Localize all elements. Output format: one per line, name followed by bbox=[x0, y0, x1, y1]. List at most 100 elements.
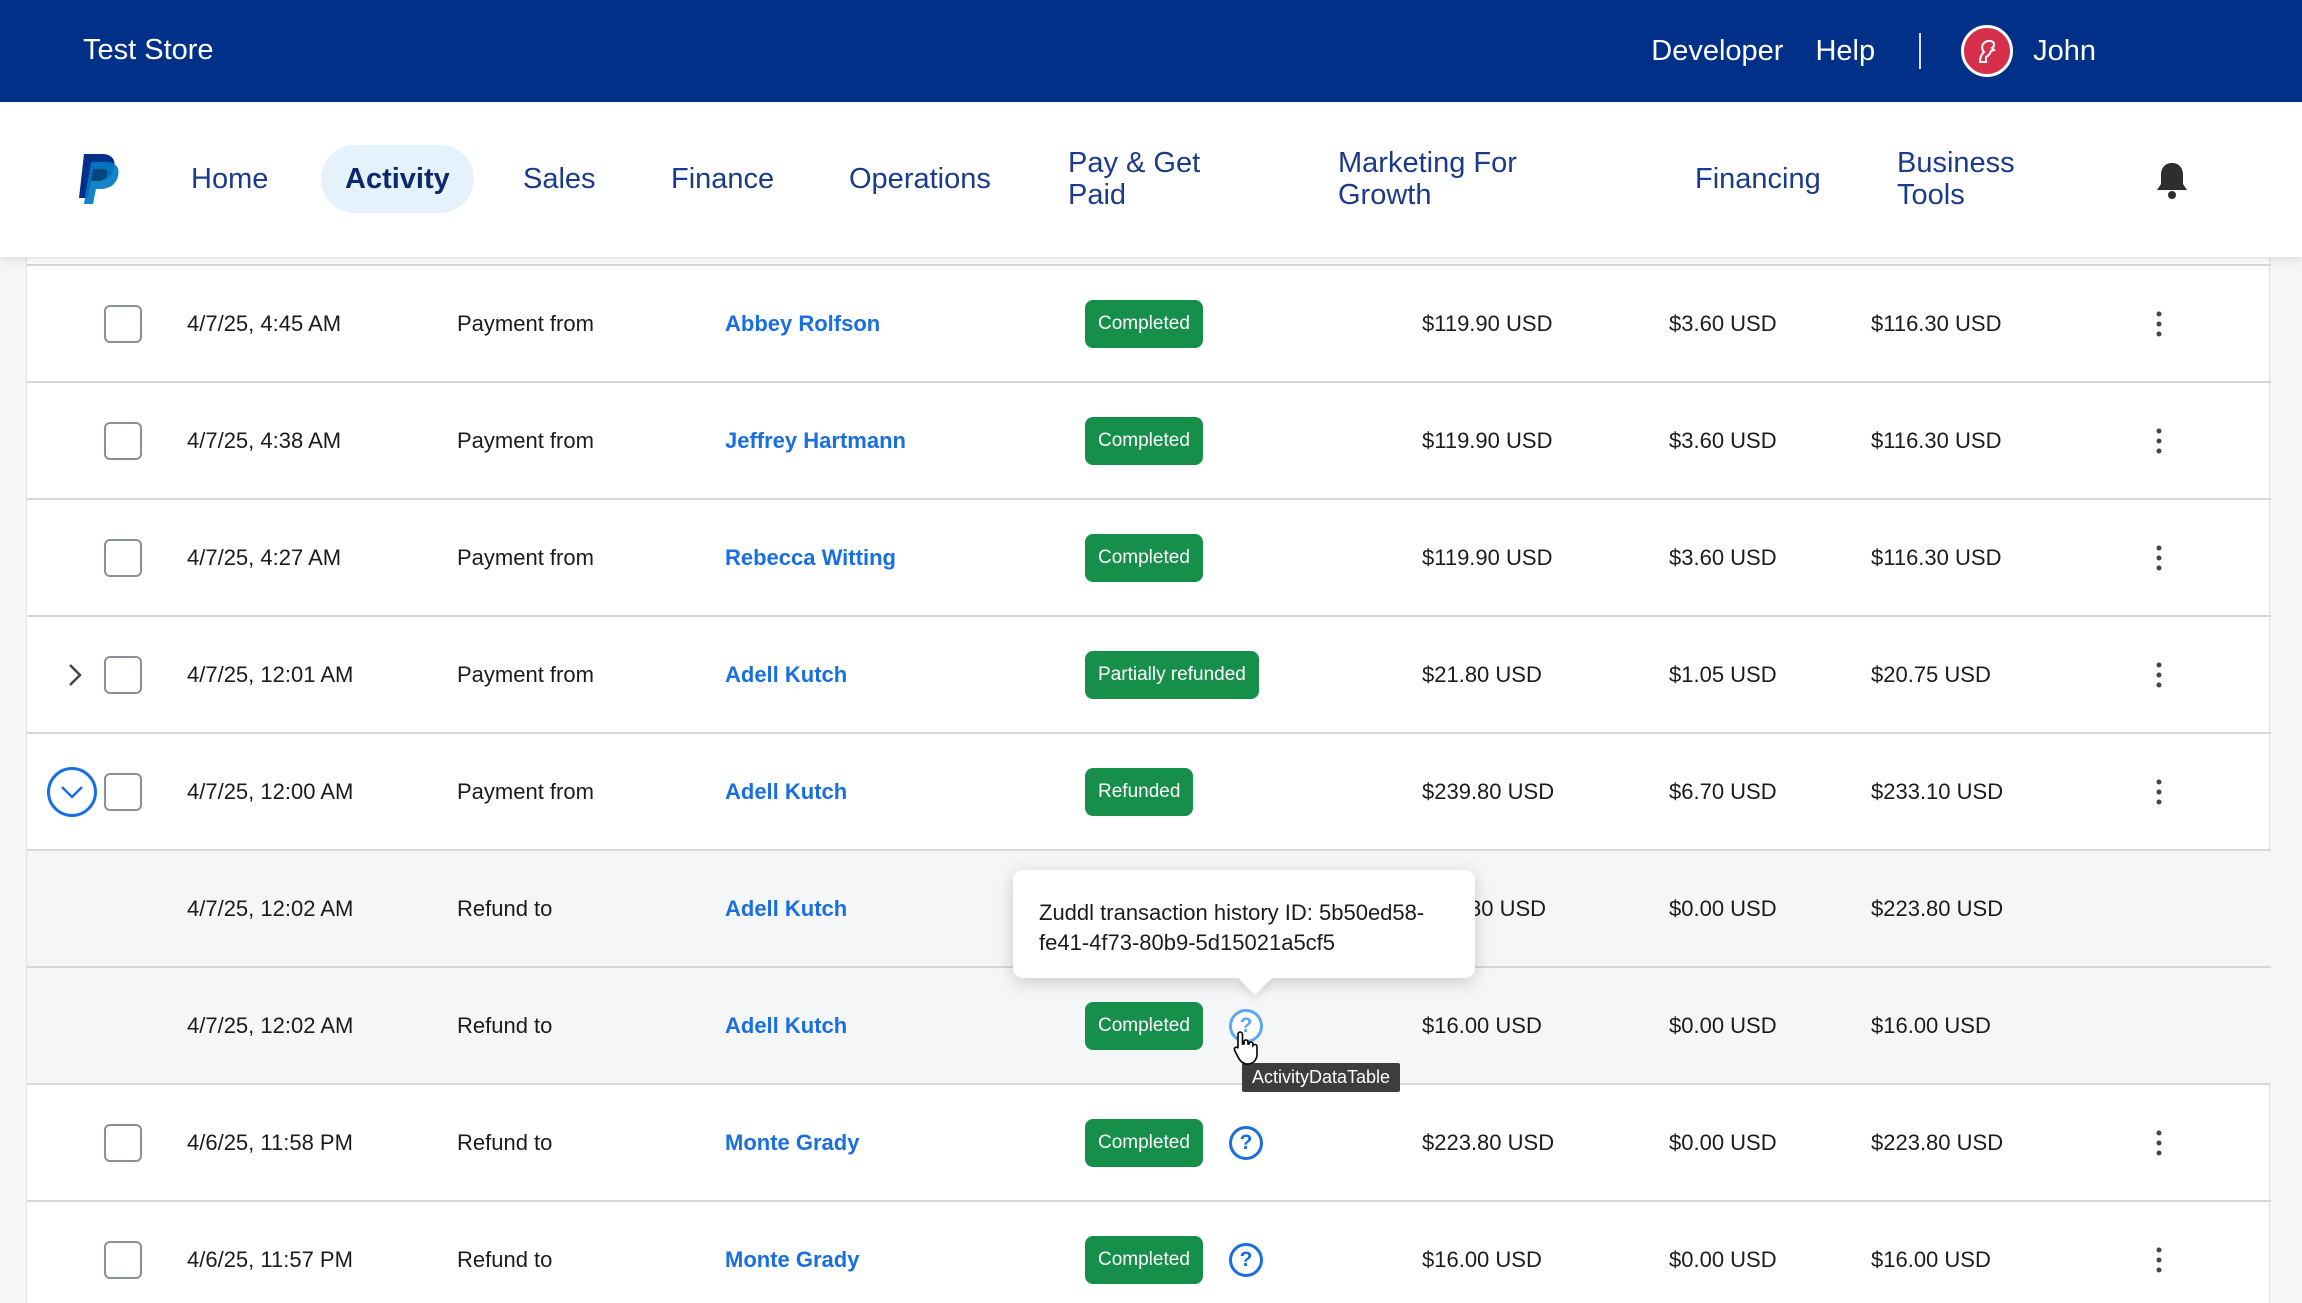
row-gross: $16.00 USD bbox=[1422, 1012, 1542, 1038]
row-fee: $3.60 USD bbox=[1669, 427, 1777, 453]
chevron-down-icon bbox=[61, 785, 83, 799]
row-net: $16.00 USD bbox=[1871, 1246, 1991, 1272]
status-badge: Completed bbox=[1085, 299, 1203, 348]
collapse-row-button[interactable] bbox=[47, 766, 97, 817]
more-options-icon[interactable] bbox=[2149, 543, 2169, 573]
bell-icon[interactable] bbox=[2155, 160, 2189, 200]
nav-sales[interactable]: Sales bbox=[523, 163, 596, 195]
developer-link[interactable]: Developer bbox=[1651, 34, 1784, 67]
row-net: $116.30 USD bbox=[1871, 544, 2002, 570]
nav-activity[interactable]: Activity bbox=[321, 145, 474, 213]
help-icon[interactable]: ? bbox=[1229, 1008, 1263, 1043]
row-gross: $119.90 USD bbox=[1422, 427, 1553, 453]
table-row[interactable]: 4/7/25, 4:45 AM Payment from Abbey Rolfs… bbox=[27, 264, 2271, 381]
table-row[interactable]: 4/6/25, 11:58 PM Refund to Monte Grady C… bbox=[27, 1083, 2271, 1200]
row-checkbox[interactable] bbox=[104, 304, 142, 343]
hand-cursor-icon bbox=[1233, 1031, 1258, 1065]
row-type: Refund to bbox=[457, 1012, 553, 1038]
row-gross: $223.80 USD bbox=[1422, 1129, 1555, 1155]
top-bar: Test Store Developer Help John bbox=[0, 0, 2302, 102]
row-checkbox[interactable] bbox=[104, 1123, 142, 1162]
chevron-right-icon[interactable] bbox=[63, 660, 87, 690]
row-checkbox[interactable] bbox=[104, 655, 142, 694]
row-name-link[interactable]: Jeffrey Hartmann bbox=[725, 427, 906, 453]
status-badge: Completed bbox=[1085, 1001, 1203, 1050]
row-net: $223.80 USD bbox=[1871, 895, 2004, 921]
table-sub-row[interactable]: 4/7/25, 12:02 AM Refund to Adell Kutch C… bbox=[27, 966, 2271, 1083]
row-net: $116.30 USD bbox=[1871, 427, 2002, 453]
row-checkbox[interactable] bbox=[104, 421, 142, 460]
table-row[interactable]: 4/7/25, 4:38 AM Payment from Jeffrey Har… bbox=[27, 381, 2271, 498]
row-type: Refund to bbox=[457, 895, 553, 921]
row-name-link[interactable]: Adell Kutch bbox=[725, 895, 848, 921]
help-icon[interactable]: ? bbox=[1229, 1125, 1263, 1160]
paypal-logo-icon[interactable] bbox=[76, 152, 120, 204]
row-name-link[interactable]: Abbey Rolfson bbox=[725, 310, 881, 336]
nav-pay-get-paid-line2: Paid bbox=[1068, 179, 1127, 211]
row-type: Refund to bbox=[457, 1246, 553, 1272]
row-name-link[interactable]: Adell Kutch bbox=[725, 1012, 848, 1038]
row-net: $116.30 USD bbox=[1871, 310, 2002, 336]
row-checkbox[interactable] bbox=[104, 538, 142, 577]
more-options-icon[interactable] bbox=[2149, 309, 2169, 339]
row-checkbox[interactable] bbox=[104, 1240, 142, 1279]
store-name[interactable]: Test Store bbox=[83, 34, 214, 66]
row-net: $223.80 USD bbox=[1871, 1129, 2004, 1155]
row-gross: $21.80 USD bbox=[1422, 661, 1542, 687]
status-badge: Completed bbox=[1085, 1235, 1203, 1284]
row-type: Payment from bbox=[457, 778, 594, 804]
row-name-link[interactable]: Monte Grady bbox=[725, 1246, 860, 1272]
nav-pay-get-paid[interactable]: Pay & Get Paid bbox=[1068, 147, 1200, 211]
row-date: 4/6/25, 11:57 PM bbox=[187, 1246, 353, 1272]
nav-business-tools[interactable]: Business Tools bbox=[1897, 147, 2015, 211]
more-options-icon[interactable] bbox=[2149, 777, 2169, 807]
row-fee: $0.00 USD bbox=[1669, 895, 1777, 921]
row-gross: $16.00 USD bbox=[1422, 1246, 1542, 1272]
row-name-link[interactable]: Monte Grady bbox=[725, 1129, 860, 1155]
row-type: Payment from bbox=[457, 544, 594, 570]
nav-marketing-for-growth[interactable]: Marketing For Growth bbox=[1338, 147, 1517, 211]
table-row[interactable]: 4/7/25, 12:00 AM Payment from Adell Kutc… bbox=[27, 732, 2271, 849]
main-nav: Home Activity Sales Finance Operations P… bbox=[0, 102, 2302, 257]
table-row[interactable]: 4/7/25, 4:27 AM Payment from Rebecca Wit… bbox=[27, 498, 2271, 615]
nav-home[interactable]: Home bbox=[191, 163, 269, 195]
row-fee: $3.60 USD bbox=[1669, 544, 1777, 570]
activity-data-table: 4/7/25, 4:45 AM Payment from Abbey Rolfs… bbox=[26, 258, 2271, 1303]
row-gross: $239.80 USD bbox=[1422, 778, 1555, 804]
user-name[interactable]: John bbox=[2033, 34, 2096, 67]
row-date: 4/7/25, 12:01 AM bbox=[187, 661, 354, 687]
top-divider bbox=[1919, 33, 1922, 69]
row-fee: $0.00 USD bbox=[1669, 1246, 1777, 1272]
nav-operations[interactable]: Operations bbox=[849, 163, 991, 195]
row-date: 4/7/25, 4:27 AM bbox=[187, 544, 342, 570]
row-type: Refund to bbox=[457, 1129, 553, 1155]
more-options-icon[interactable] bbox=[2149, 1245, 2169, 1275]
status-badge: Completed bbox=[1085, 416, 1203, 465]
row-type: Payment from bbox=[457, 661, 594, 687]
row-fee: $1.05 USD bbox=[1669, 661, 1777, 687]
more-options-icon[interactable] bbox=[2149, 1128, 2169, 1158]
row-gross: 80 USD bbox=[1469, 895, 1547, 921]
row-fee: $6.70 USD bbox=[1669, 778, 1777, 804]
row-date: 4/7/25, 12:00 AM bbox=[187, 778, 354, 804]
row-fee: $0.00 USD bbox=[1669, 1129, 1777, 1155]
status-badge: Refunded bbox=[1085, 767, 1194, 816]
nav-finance[interactable]: Finance bbox=[671, 163, 775, 195]
avatar[interactable] bbox=[1961, 25, 2014, 77]
table-row[interactable]: 4/6/25, 11:57 PM Refund to Monte Grady C… bbox=[27, 1200, 2271, 1303]
row-date: 4/7/25, 12:02 AM bbox=[187, 1012, 354, 1038]
more-options-icon[interactable] bbox=[2149, 660, 2169, 690]
row-name-link[interactable]: Rebecca Witting bbox=[725, 544, 896, 570]
row-name-link[interactable]: Adell Kutch bbox=[725, 661, 848, 687]
help-link[interactable]: Help bbox=[1815, 34, 1876, 67]
table-row[interactable]: 4/7/25, 12:01 AM Payment from Adell Kutc… bbox=[27, 615, 2271, 732]
row-checkbox[interactable] bbox=[104, 772, 142, 811]
nav-financing[interactable]: Financing bbox=[1695, 163, 1821, 195]
row-gross: $119.90 USD bbox=[1422, 544, 1553, 570]
status-badge: Completed bbox=[1085, 533, 1203, 582]
row-name-link[interactable]: Adell Kutch bbox=[725, 778, 848, 804]
help-icon[interactable]: ? bbox=[1229, 1242, 1263, 1277]
more-options-icon[interactable] bbox=[2149, 426, 2169, 456]
row-net: $233.10 USD bbox=[1871, 778, 2004, 804]
row-type: Payment from bbox=[457, 310, 594, 336]
